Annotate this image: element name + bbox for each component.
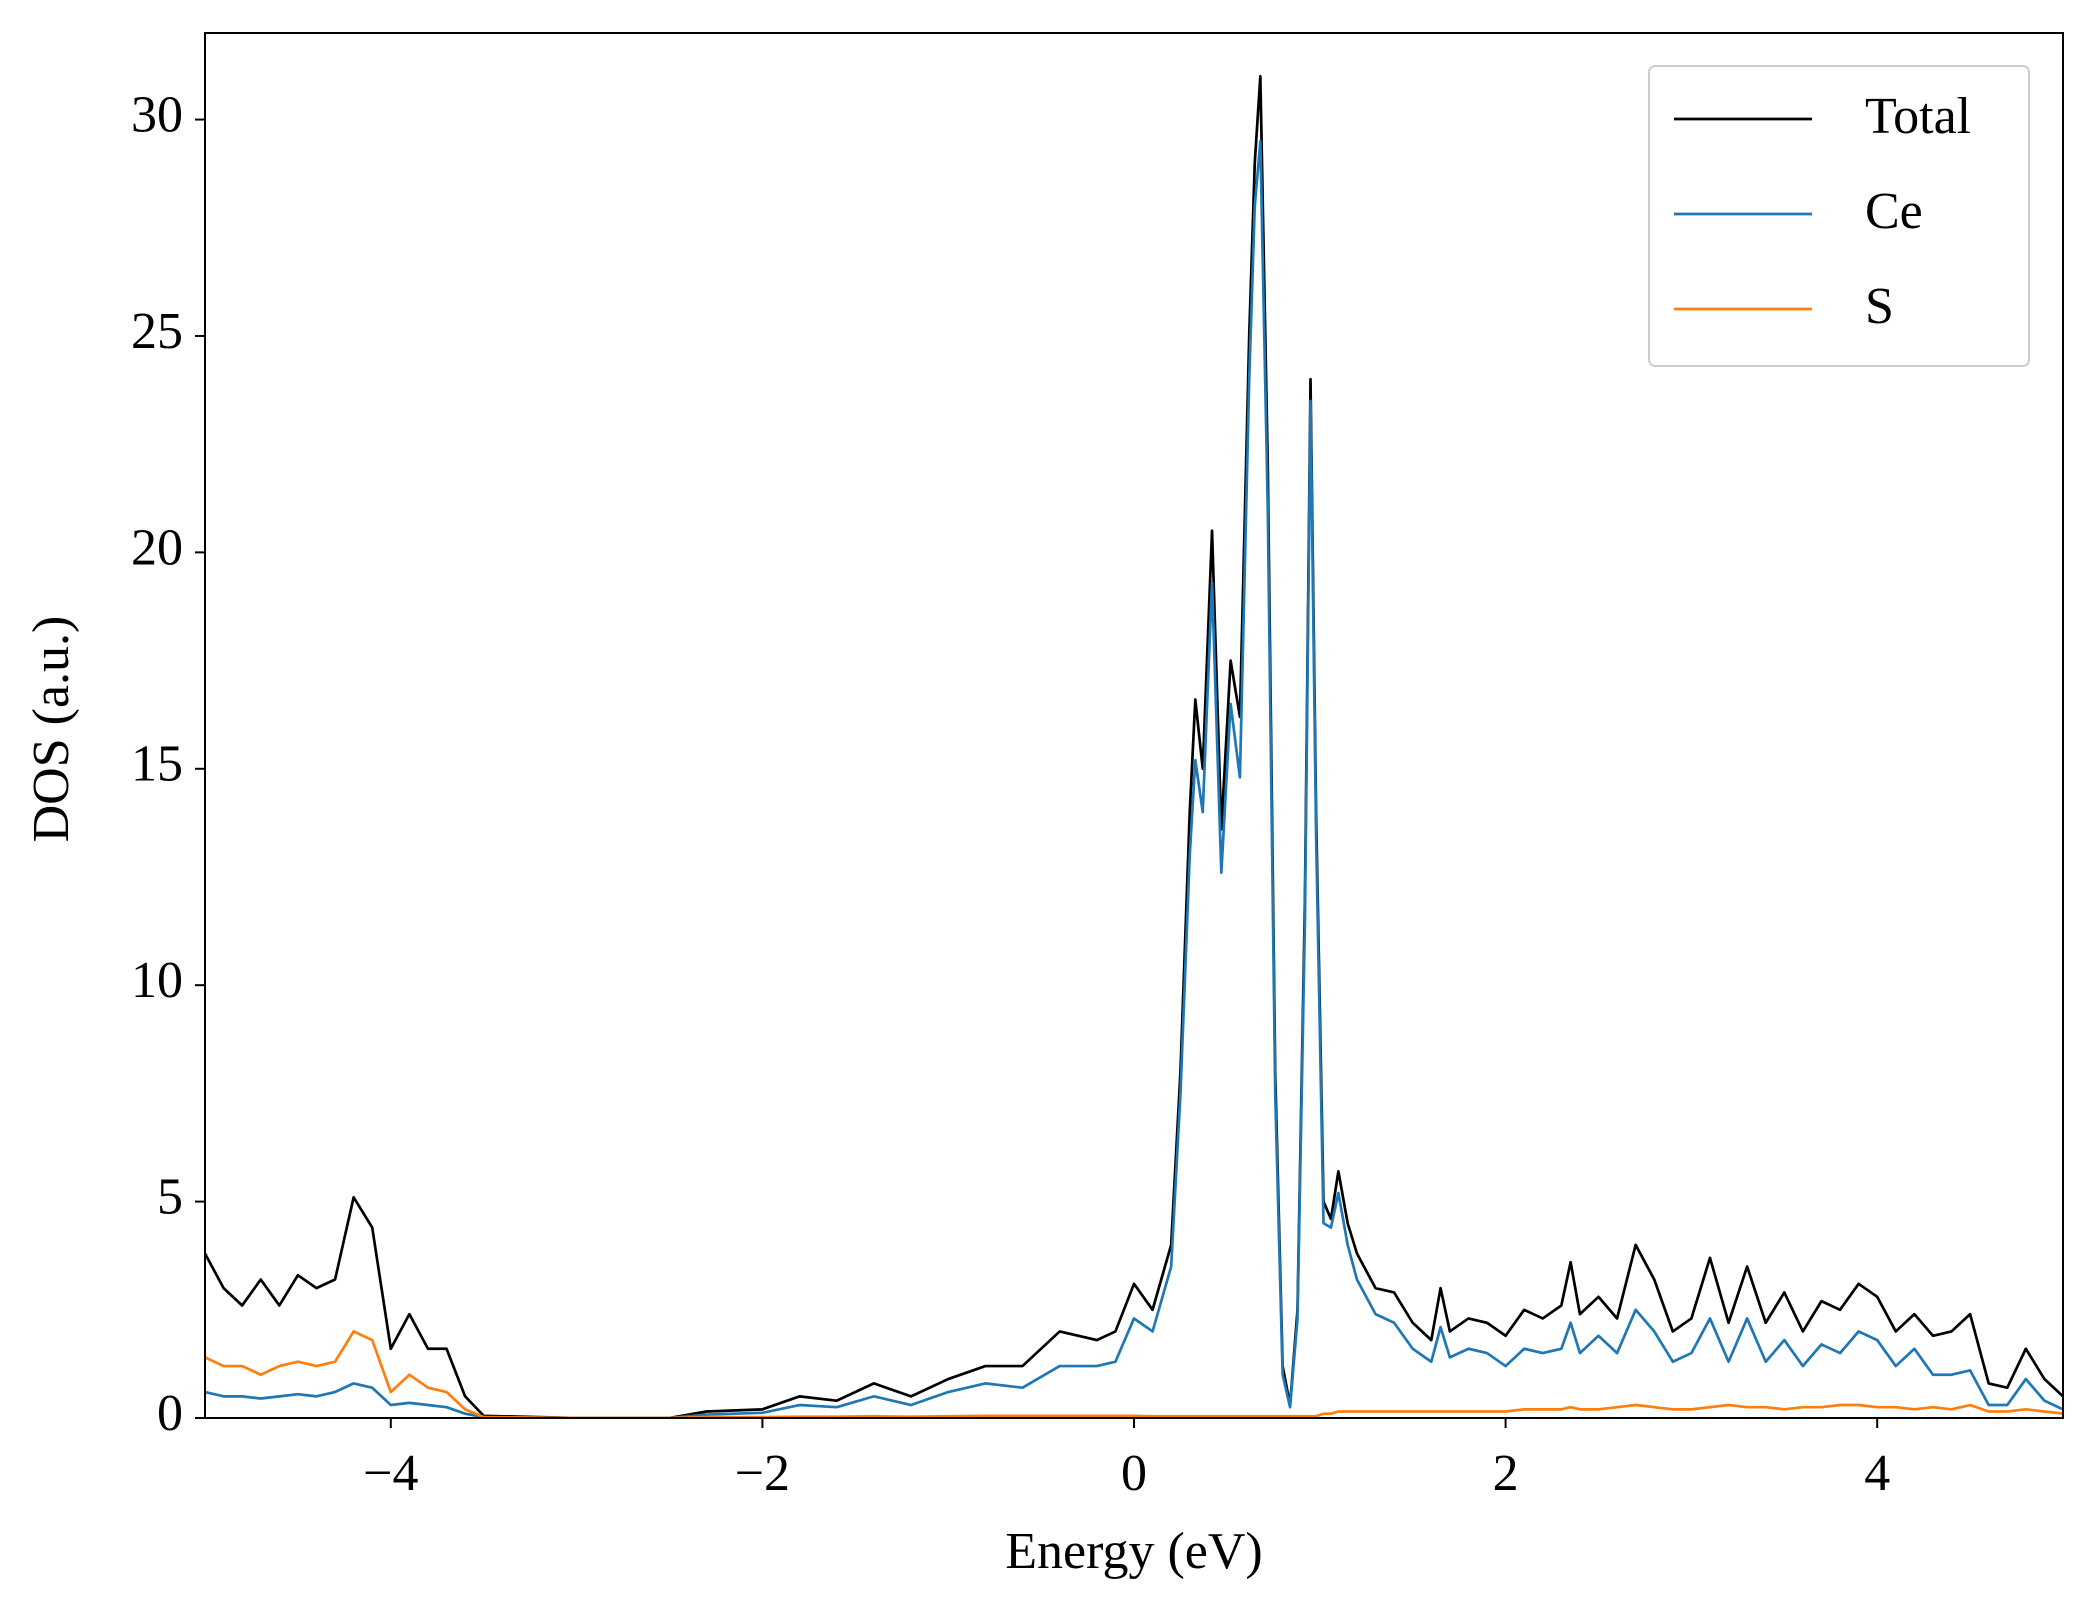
y-tick-label: 15 xyxy=(131,736,183,793)
x-axis-label: Energy (eV) xyxy=(1005,1523,1263,1580)
x-tick-label: −2 xyxy=(735,1445,790,1502)
plot-lines xyxy=(205,74,2063,1418)
y-tick-label: 30 xyxy=(131,87,183,144)
legend-box xyxy=(1648,65,2030,367)
series-line xyxy=(205,139,2063,1418)
y-tick-label: 5 xyxy=(157,1169,183,1226)
legend-label: Ce xyxy=(1865,183,1923,240)
legend-label: Total xyxy=(1865,88,1971,145)
x-tick-label: 4 xyxy=(1864,1445,1890,1502)
legend-label: S xyxy=(1865,278,1894,335)
x-tick-label: −4 xyxy=(363,1445,418,1502)
legend: Total Ce S xyxy=(1648,65,2030,367)
x-tick-label: 2 xyxy=(1493,1445,1519,1502)
y-tick-label: 0 xyxy=(157,1385,183,1442)
plot-frame xyxy=(204,32,2064,1419)
y-tick-label: 25 xyxy=(131,303,183,360)
y-axis-label: DOS (a.u.) xyxy=(23,616,80,843)
series-line xyxy=(205,1330,2063,1418)
x-tick-label: 0 xyxy=(1121,1445,1147,1502)
y-tick-label: 10 xyxy=(131,952,183,1009)
y-tick-label: 20 xyxy=(131,519,183,576)
